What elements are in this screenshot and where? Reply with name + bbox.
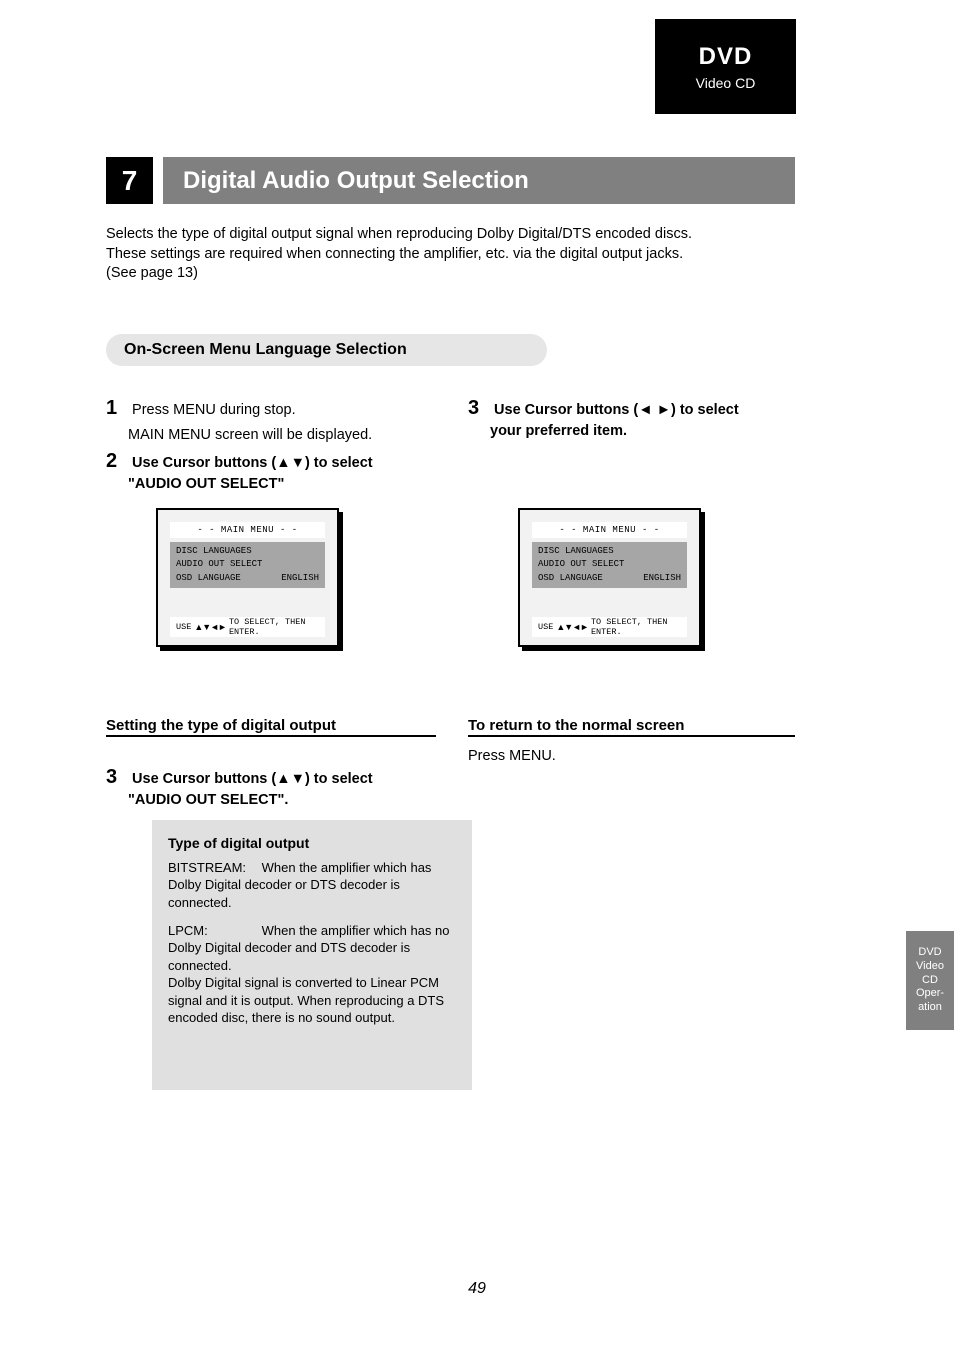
return-normal-text: Press MENU. bbox=[468, 747, 795, 767]
step-3-preview: 3 Use Cursor buttons (◄ ►) to select you… bbox=[468, 395, 795, 442]
intro-line: These settings are required when connect… bbox=[106, 245, 795, 265]
side-tab-line: DVD bbox=[918, 946, 941, 960]
subheading-right: To return to the normal screen bbox=[468, 717, 684, 734]
media-badge: DVD Video CD bbox=[655, 19, 796, 114]
typebox-title: Type of digital output bbox=[168, 834, 456, 853]
step-text: Press MENU during stop. bbox=[132, 402, 296, 418]
digital-output-type-box: Type of digital output BITSTREAM: When t… bbox=[152, 820, 472, 1090]
step-text-b: ) to select bbox=[305, 455, 373, 471]
subsection-pill: On-Screen Menu Language Selection bbox=[106, 334, 547, 366]
typebox-row: BITSTREAM: When the amplifier which has … bbox=[168, 859, 456, 912]
side-tab-line: ation bbox=[918, 1001, 942, 1015]
side-tab-line: Oper- bbox=[916, 987, 944, 1001]
tv-row: AUDIO OUT SELECT bbox=[176, 558, 319, 571]
badge-vcd: Video CD bbox=[696, 75, 756, 91]
tv-row: DISC LANGUAGES bbox=[176, 545, 319, 558]
step-text-a: Use Cursor buttons ( bbox=[494, 402, 638, 418]
opt-label: LPCM: bbox=[168, 922, 258, 940]
page-number: 49 bbox=[0, 1280, 954, 1298]
intro-text: Selects the type of digital output signa… bbox=[106, 225, 795, 284]
typebox-row: LPCM: When the amplifier which has no Do… bbox=[168, 922, 456, 1027]
steps-left-column: 1 Press MENU during stop. MAIN MENU scre… bbox=[106, 395, 458, 456]
step-1: 1 Press MENU during stop. MAIN MENU scre… bbox=[106, 395, 458, 446]
divider bbox=[106, 735, 436, 737]
side-tab-line: CD bbox=[922, 974, 938, 988]
arrow-icons: ▲▼ bbox=[276, 771, 305, 787]
section-number: 7 bbox=[106, 157, 153, 204]
tv-screen-right: - - MAIN MENU - - DISC LANGUAGES AUDIO O… bbox=[518, 508, 701, 647]
tv-body: DISC LANGUAGES AUDIO OUT SELECT OSD LANG… bbox=[532, 542, 687, 588]
tv-header: - - MAIN MENU - - bbox=[170, 522, 325, 538]
step-text-c: "AUDIO OUT SELECT" bbox=[128, 475, 458, 495]
step-2: 2 Use Cursor buttons (▲▼) to select "AUD… bbox=[106, 448, 458, 495]
tv-row: AUDIO OUT SELECT bbox=[538, 558, 681, 571]
steps-right-column: 3 Use Cursor buttons (◄ ►) to select you… bbox=[468, 395, 795, 452]
step-number: 1 bbox=[106, 395, 128, 422]
step-text-c: your preferred item. bbox=[490, 422, 795, 442]
subheading-left: Setting the type of digital output bbox=[106, 717, 336, 734]
step-text-a: Use Cursor buttons ( bbox=[132, 455, 276, 471]
step-text-b: ) to select bbox=[671, 402, 739, 418]
step-3-detail: 3 Use Cursor buttons (▲▼) to select "AUD… bbox=[106, 764, 458, 811]
arrow-icons: ▲▼ bbox=[276, 455, 305, 471]
badge-dvd: DVD bbox=[699, 43, 753, 71]
step-detail: MAIN MENU screen will be displayed. bbox=[128, 426, 458, 446]
tv-body: DISC LANGUAGES AUDIO OUT SELECT OSD LANG… bbox=[170, 542, 325, 588]
tv-row: OSD LANGUAGEENGLISH bbox=[538, 572, 681, 585]
arrow-icons: ▲▼◄► bbox=[556, 622, 588, 632]
tv-hint: USE ▲▼◄► TO SELECT, THEN ENTER. bbox=[170, 617, 325, 637]
arrow-icons: ◄ ► bbox=[638, 402, 671, 418]
tv-hint: USE ▲▼◄► TO SELECT, THEN ENTER. bbox=[532, 617, 687, 637]
opt-label: BITSTREAM: bbox=[168, 859, 258, 877]
section-header: 7 Digital Audio Output Selection bbox=[106, 157, 795, 204]
arrow-icons: ▲▼◄► bbox=[194, 622, 226, 632]
step-number: 2 bbox=[106, 448, 128, 475]
side-tab: DVD Video CD Oper- ation bbox=[906, 931, 954, 1030]
step-text-b: ) to select bbox=[305, 771, 373, 787]
intro-line: (See page 13) bbox=[106, 264, 795, 284]
tv-screen-left: - - MAIN MENU - - DISC LANGUAGES AUDIO O… bbox=[156, 508, 339, 647]
tv-row: OSD LANGUAGEENGLISH bbox=[176, 572, 319, 585]
intro-line: Selects the type of digital output signa… bbox=[106, 225, 795, 245]
side-tab-line: Video bbox=[916, 960, 944, 974]
divider bbox=[468, 735, 795, 737]
tv-header: - - MAIN MENU - - bbox=[532, 522, 687, 538]
section-title: Digital Audio Output Selection bbox=[163, 157, 795, 204]
step-text-a: Use Cursor buttons ( bbox=[132, 771, 276, 787]
step-number: 3 bbox=[468, 395, 490, 422]
tv-row: DISC LANGUAGES bbox=[538, 545, 681, 558]
step-text-c: "AUDIO OUT SELECT". bbox=[128, 791, 458, 811]
step-number: 3 bbox=[106, 764, 128, 791]
